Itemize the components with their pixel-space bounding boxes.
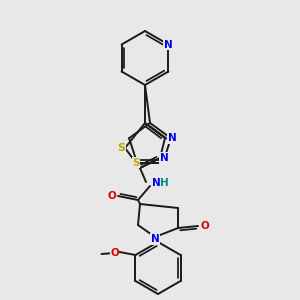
Text: S: S (117, 143, 125, 153)
Text: O: O (108, 191, 116, 201)
Text: S: S (132, 158, 140, 168)
Text: N: N (151, 234, 159, 244)
Text: H: H (160, 178, 168, 188)
Text: O: O (201, 221, 209, 231)
Text: N: N (152, 178, 160, 188)
Text: O: O (110, 248, 119, 258)
Text: N: N (164, 40, 173, 50)
Text: N: N (160, 153, 168, 163)
Text: N: N (167, 133, 176, 143)
